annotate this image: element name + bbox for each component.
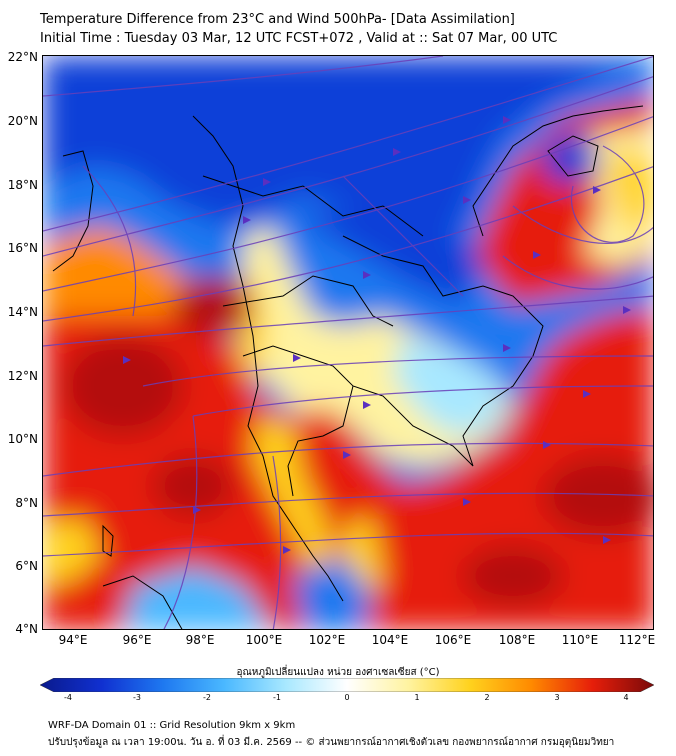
footer-model-info: WRF-DA Domain 01 :: Grid Resolution 9km … <box>48 720 296 731</box>
lat-label: 12°N <box>7 369 38 383</box>
lat-label: 22°N <box>7 50 38 64</box>
lon-label: 100°E <box>245 633 283 647</box>
chart-title-line-2: Initial Time : Tuesday 03 Mar, 12 UTC FC… <box>40 31 558 46</box>
lat-label: 16°N <box>7 241 38 255</box>
lon-label: 94°E <box>58 633 88 647</box>
colorbar-tick: 2 <box>484 693 490 702</box>
wind-arrows <box>123 116 631 554</box>
lat-label: 20°N <box>7 114 38 128</box>
lon-label: 112°E <box>618 633 656 647</box>
lon-label: 110°E <box>561 633 599 647</box>
lat-label: 14°N <box>7 305 38 319</box>
lon-label: 104°E <box>371 633 409 647</box>
colorbar-tick: 1 <box>414 693 420 702</box>
lat-label: 18°N <box>7 178 38 192</box>
lon-label: 106°E <box>434 633 472 647</box>
lat-label: 10°N <box>7 432 38 446</box>
colorbar-tick: 3 <box>554 693 560 702</box>
colorbar <box>40 678 654 692</box>
coastlines <box>52 105 644 629</box>
colorbar-tick: 4 <box>623 693 629 702</box>
wind-streamlines <box>43 56 653 629</box>
lat-label: 8°N <box>15 496 38 510</box>
temperature-field <box>43 56 653 629</box>
colorbar-tick: -4 <box>64 693 72 702</box>
colorbar-label: อุณหภูมิเปลี่ยนแปลง หน่วย องศาเซลเซียส (… <box>236 667 440 678</box>
colorbar-tick: -1 <box>273 693 281 702</box>
lon-label: 108°E <box>498 633 536 647</box>
colorbar-tick: -2 <box>203 693 211 702</box>
colorbar-tick: 0 <box>344 693 350 702</box>
colorbar-tick: -3 <box>133 693 141 702</box>
lat-label: 6°N <box>15 559 38 573</box>
temperature-wind-map <box>42 55 654 630</box>
chart-title-line-1: Temperature Difference from 23°C and Win… <box>40 12 515 27</box>
lat-label: 4°N <box>15 622 38 636</box>
footer-credit: ปรับปรุงข้อมูล ณ เวลา 19:00น. วัน อ. ที่… <box>48 737 615 748</box>
lon-label: 96°E <box>122 633 152 647</box>
lon-label: 102°E <box>308 633 346 647</box>
lon-label: 98°E <box>185 633 215 647</box>
